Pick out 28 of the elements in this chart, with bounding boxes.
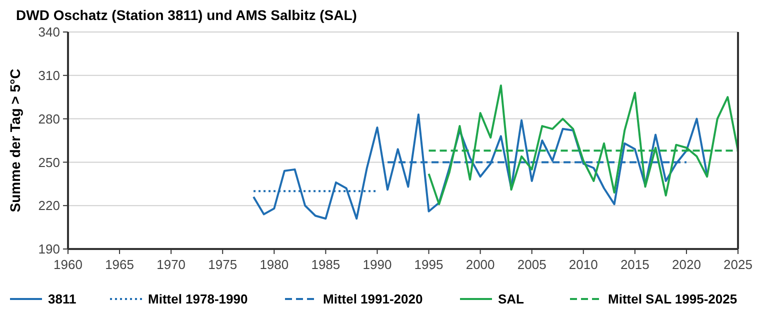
x-tick-label: 2000 xyxy=(466,257,495,272)
y-tick-label: 340 xyxy=(38,24,60,40)
legend-label: Mittel 1991-2020 xyxy=(323,292,423,307)
x-tick-label: 1970 xyxy=(156,257,186,272)
x-tick-label: 1965 xyxy=(105,257,134,272)
legend-label: Mittel 1978-1990 xyxy=(148,292,248,307)
legend-label: 3811 xyxy=(48,292,76,307)
line-series xyxy=(252,113,708,220)
x-tick-label: 2005 xyxy=(517,257,546,272)
x-tick-label: 2015 xyxy=(620,257,650,272)
y-tick-label: 280 xyxy=(38,111,60,126)
x-tick-label: 1985 xyxy=(311,257,340,272)
y-tick-label: 190 xyxy=(38,242,60,257)
x-tick-label: 1960 xyxy=(54,257,82,272)
y-axis-title: Summe der Tag > 5°C xyxy=(7,68,23,212)
x-tick-label: 2025 xyxy=(724,257,752,272)
x-tick-label: 1990 xyxy=(362,257,392,272)
legend-label: SAL xyxy=(498,292,524,307)
x-tick-label: 2020 xyxy=(672,257,701,272)
y-tick-label: 250 xyxy=(38,154,60,170)
x-tick-label: 1980 xyxy=(260,257,289,272)
x-tick-label: 1995 xyxy=(414,257,444,272)
legend-label: Mittel SAL 1995-2025 xyxy=(608,292,738,307)
x-tick-label: 1975 xyxy=(208,257,238,272)
x-tick-label: 2010 xyxy=(568,257,598,272)
chart-title: DWD Oschatz (Station 3811) und AMS Salbitz (SAL) xyxy=(16,7,357,23)
y-tick-label: 220 xyxy=(38,198,60,214)
y-tick-label: 310 xyxy=(38,68,60,83)
